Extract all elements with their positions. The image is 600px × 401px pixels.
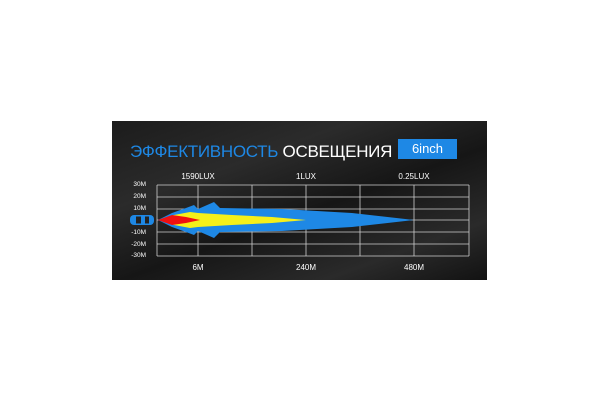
- yellow-beam: [159, 212, 306, 228]
- lux-label: 1LUX: [295, 172, 317, 181]
- title-part-2: ОСВЕЩЕНИЯ: [282, 142, 393, 161]
- size-badge: 6inch: [398, 139, 457, 159]
- beam-chart-panel: ЭФФЕКТИВНОСТЬ ОСВЕЩЕНИЯ 6inch 1590LUX 1L…: [112, 121, 487, 280]
- lux-label: 0.25LUX: [398, 172, 430, 181]
- lux-label: 1590LUX: [181, 172, 215, 181]
- distance-label: 240M: [295, 263, 317, 272]
- y-label: -20M: [131, 241, 146, 248]
- chart-title: ЭФФЕКТИВНОСТЬ ОСВЕЩЕНИЯ: [130, 142, 392, 162]
- y-label: 30M: [133, 181, 146, 188]
- distance-label: 480M: [403, 263, 425, 272]
- beam-diagram: [130, 184, 470, 257]
- title-part-1: ЭФФЕКТИВНОСТЬ: [130, 142, 279, 161]
- distance-label: 6M: [192, 263, 204, 272]
- red-beam: [158, 215, 200, 225]
- y-label: 10M: [133, 205, 146, 212]
- y-label: -10M: [131, 229, 146, 236]
- car-icon: [130, 215, 154, 225]
- y-label: 20M: [133, 193, 146, 200]
- y-label: -30M: [131, 252, 146, 259]
